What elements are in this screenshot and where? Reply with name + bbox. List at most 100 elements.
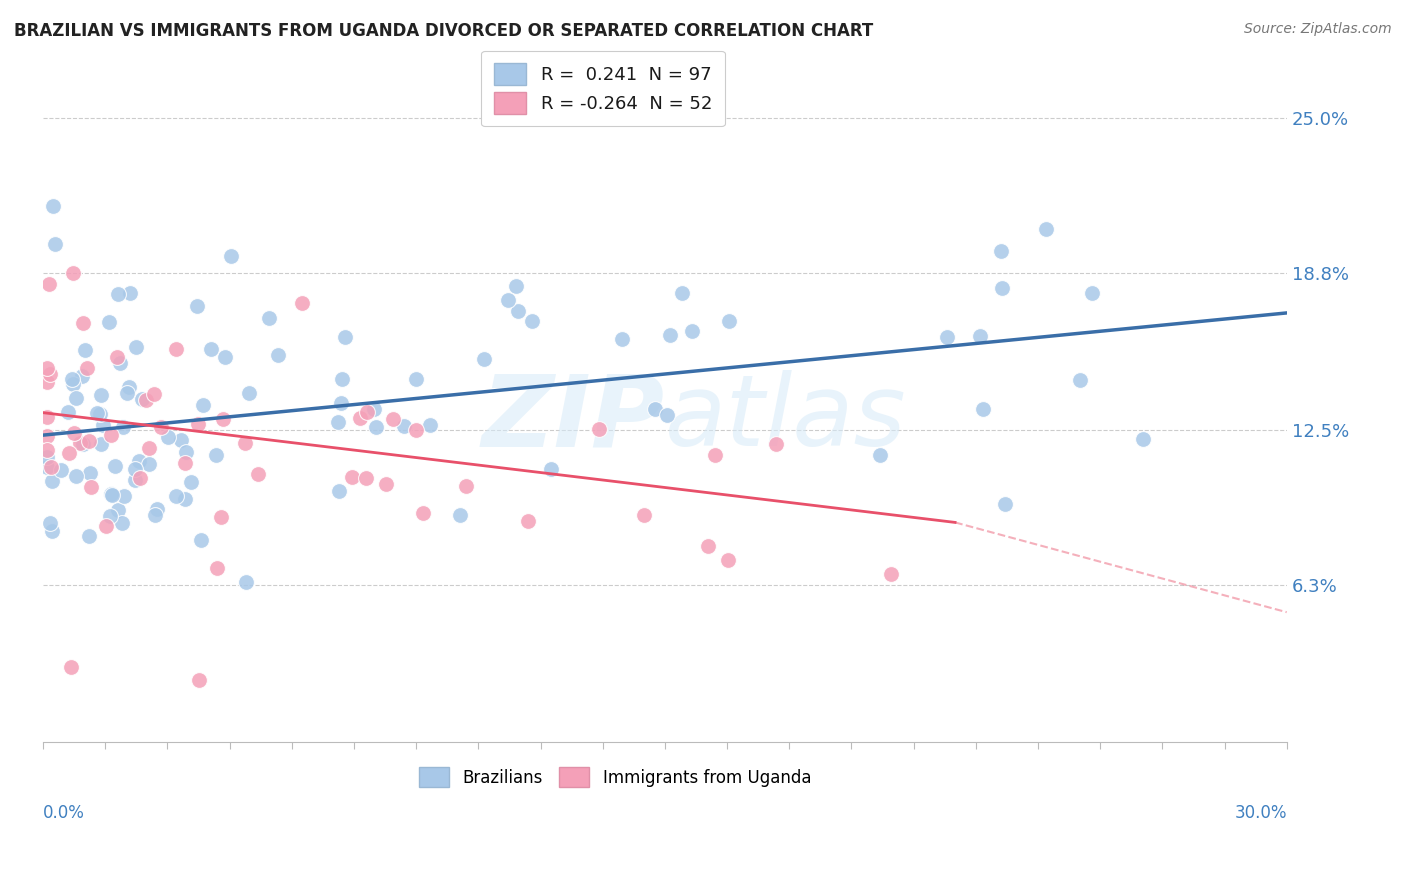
Point [717, 553, 740, 567]
Point [363, 402, 385, 417]
Point [138, 441, 160, 455]
Text: Source: ZipAtlas.com: Source: ZipAtlas.com [1244, 22, 1392, 37]
Point [38, 516, 60, 530]
Point [235, 575, 257, 590]
Point [419, 417, 441, 432]
Point [89, 407, 111, 421]
Point [1035, 221, 1057, 235]
Point [131, 392, 153, 406]
Point [200, 343, 222, 357]
Point [291, 296, 314, 310]
Point [658, 327, 681, 342]
Point [506, 303, 529, 318]
Point [354, 471, 377, 485]
Point [657, 408, 679, 422]
Point [107, 503, 129, 517]
Point [326, 416, 349, 430]
Text: 30.0%: 30.0% [1234, 805, 1286, 822]
Point [165, 489, 187, 503]
Point [37, 442, 59, 457]
Point [58, 446, 80, 460]
Point [1132, 432, 1154, 446]
Point [1069, 373, 1091, 387]
Point [330, 396, 353, 410]
Point [79, 467, 101, 481]
Point [60, 372, 83, 386]
Point [157, 430, 180, 444]
Text: BRAZILIAN VS IMMIGRANTS FROM UGANDA DIVORCED OR SEPARATED CORRELATION CHART: BRAZILIAN VS IMMIGRANTS FROM UGANDA DIVO… [14, 22, 873, 40]
Point [259, 311, 281, 326]
Point [412, 506, 434, 520]
Point [588, 422, 610, 436]
Point [111, 420, 134, 434]
Point [990, 281, 1012, 295]
Point [349, 411, 371, 425]
Point [37, 460, 59, 475]
Point [644, 402, 666, 417]
Point [91, 417, 114, 432]
Point [72, 436, 94, 450]
Point [37, 375, 59, 389]
Point [77, 529, 100, 543]
Point [94, 519, 117, 533]
Point [142, 387, 165, 401]
Point [107, 287, 129, 301]
Point [65, 392, 87, 406]
Point [41, 474, 63, 488]
Point [75, 343, 97, 358]
Point [517, 515, 540, 529]
Point [456, 478, 478, 492]
Point [704, 448, 727, 462]
Point [49, 462, 72, 476]
Point [969, 329, 991, 343]
Point [38, 277, 60, 292]
Point [150, 420, 173, 434]
Point [610, 332, 633, 346]
Point [364, 419, 387, 434]
Point [135, 392, 157, 407]
Point [44, 237, 66, 252]
Point [56, 405, 79, 419]
Point [330, 372, 353, 386]
Point [540, 462, 562, 476]
Point [104, 459, 127, 474]
Point [187, 417, 209, 432]
Point [246, 467, 269, 482]
Point [671, 285, 693, 300]
Point [328, 483, 350, 498]
Point [37, 428, 59, 442]
Point [204, 448, 226, 462]
Point [105, 350, 128, 364]
Point [39, 367, 62, 381]
Point [80, 480, 103, 494]
Point [333, 330, 356, 344]
Point [169, 433, 191, 447]
Text: atlas: atlas [665, 370, 907, 467]
Point [381, 412, 404, 426]
Point [115, 386, 138, 401]
Point [118, 285, 141, 300]
Point [138, 457, 160, 471]
Point [633, 508, 655, 522]
Point [143, 508, 166, 522]
Point [356, 405, 378, 419]
Point [146, 501, 169, 516]
Point [86, 406, 108, 420]
Point [76, 361, 98, 376]
Point [520, 314, 543, 328]
Point [267, 348, 290, 362]
Text: ZIP: ZIP [482, 370, 665, 467]
Point [69, 436, 91, 450]
Point [90, 437, 112, 451]
Point [37, 450, 59, 465]
Point [70, 368, 93, 383]
Text: 0.0%: 0.0% [44, 805, 84, 822]
Point [205, 561, 228, 575]
Point [90, 388, 112, 402]
Point [717, 314, 740, 328]
Point [238, 386, 260, 401]
Point [191, 398, 214, 412]
Point [405, 423, 427, 437]
Point [190, 533, 212, 548]
Point [936, 330, 959, 344]
